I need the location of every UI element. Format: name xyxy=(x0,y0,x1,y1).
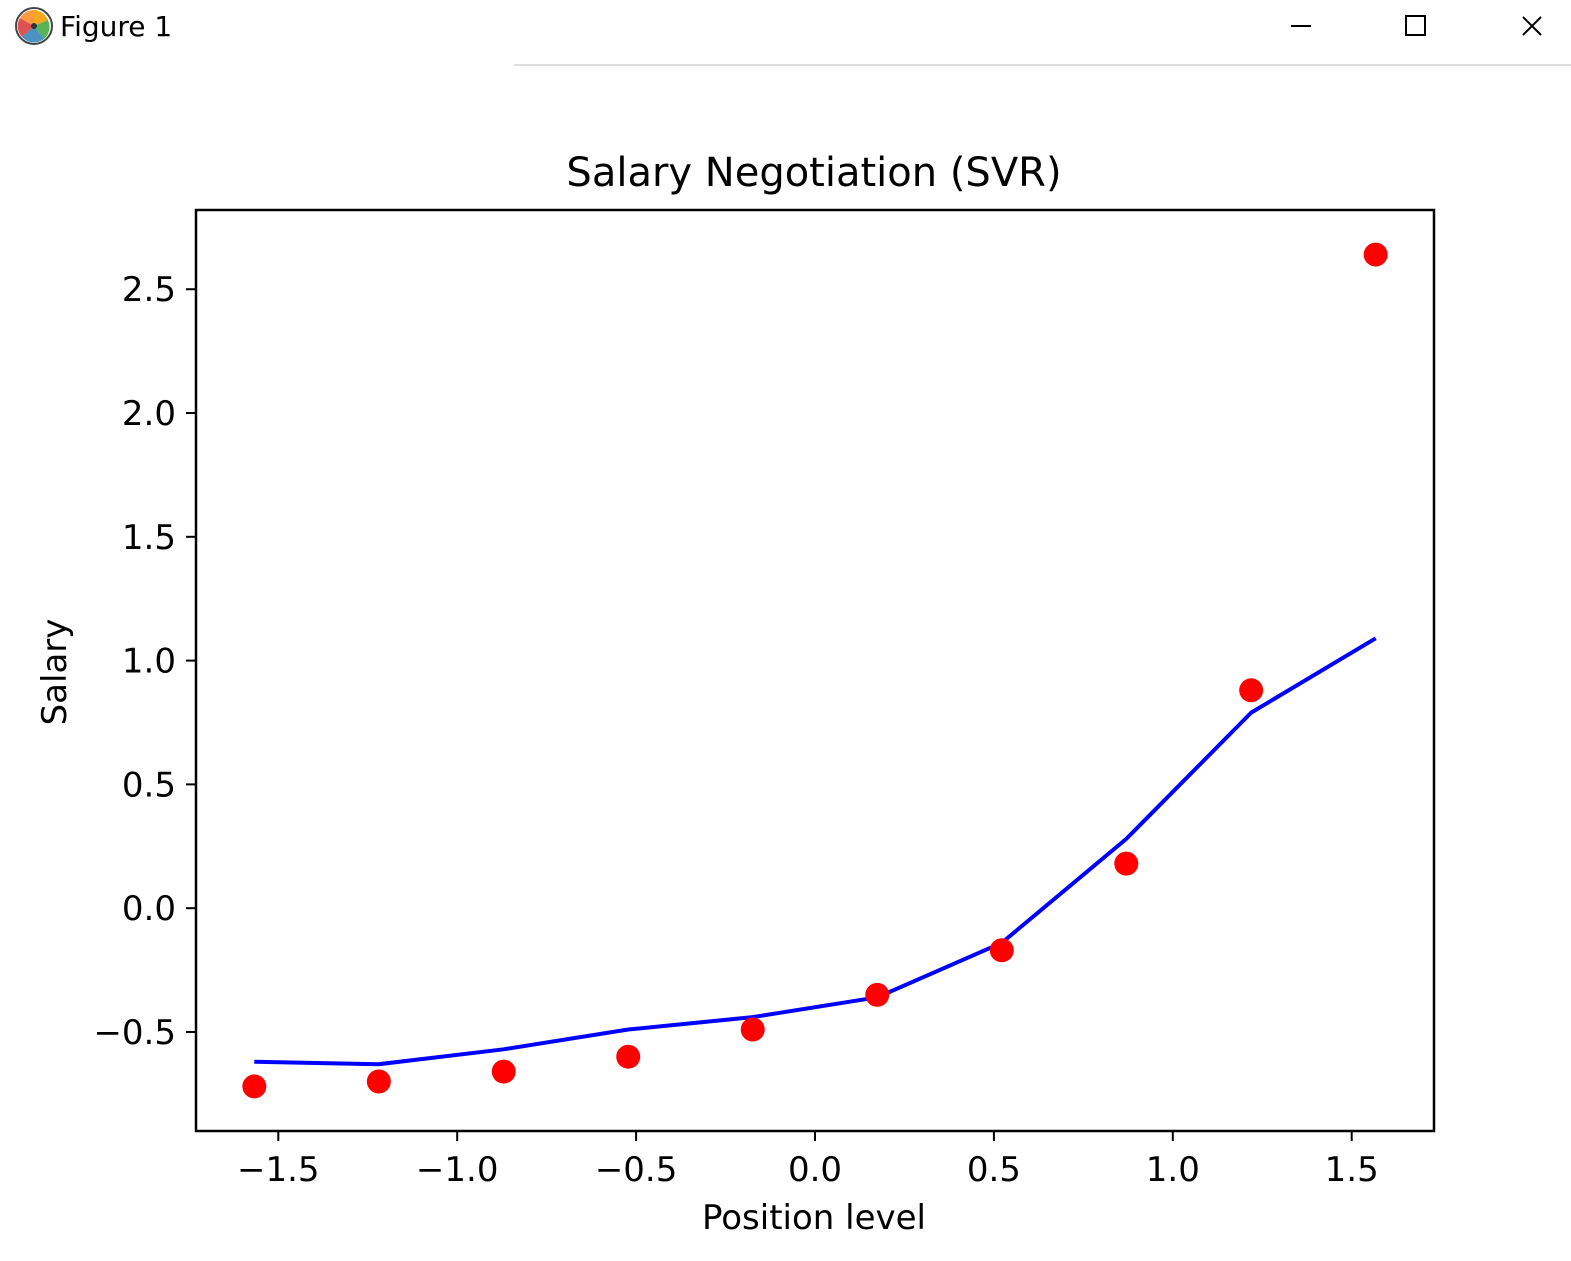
x-axis-label: Position level xyxy=(702,1198,926,1238)
y-tick-label: 1.5 xyxy=(122,518,176,558)
close-icon xyxy=(1522,16,1542,36)
y-tick-label: −0.5 xyxy=(93,1013,176,1053)
scatter-point xyxy=(242,1074,267,1099)
chart-svg: Salary Negotiation (SVR) −1.5 −1.0 −0.5 0.0… xyxy=(35,150,1436,1238)
chart-title: Salary Negotiation (SVR) xyxy=(566,150,1061,196)
scatter-point xyxy=(865,982,890,1007)
scatter-point xyxy=(366,1069,391,1094)
scatter-point xyxy=(989,938,1014,963)
scatter-point xyxy=(1363,242,1388,267)
figure-canvas: Salary Negotiation (SVR) −1.5 −1.0 −0.5 0.0… xyxy=(0,66,1571,1257)
series-layer xyxy=(242,242,1388,1099)
minimize-button[interactable] xyxy=(1245,0,1357,52)
x-axis-ticks: −1.5 −1.0 −0.5 0.0 0.5 1.0 1.5 xyxy=(237,1131,1379,1190)
y-tick-label: 1.0 xyxy=(122,642,176,682)
y-tick-label: 2.5 xyxy=(122,270,176,310)
y-tick-label: 0.0 xyxy=(122,889,176,929)
x-tick-label: −1.5 xyxy=(237,1150,320,1190)
maximize-button[interactable] xyxy=(1360,0,1472,52)
svr-fit-line xyxy=(254,636,1377,1067)
y-tick-label: 0.5 xyxy=(122,765,176,805)
x-tick-label: −1.0 xyxy=(416,1150,499,1190)
x-tick-label: −0.5 xyxy=(595,1150,678,1190)
maximize-icon xyxy=(1405,15,1426,36)
scatter-point xyxy=(616,1044,641,1069)
close-button[interactable] xyxy=(1476,0,1571,52)
y-axis-ticks: −0.5 0.0 0.5 1.0 1.5 2.0 2.5 xyxy=(93,270,196,1053)
toolbar-separator xyxy=(514,64,1571,66)
scatter-point xyxy=(1239,678,1264,703)
y-tick-label: 2.0 xyxy=(122,394,176,434)
scatter-point xyxy=(1114,851,1139,876)
scatter-point xyxy=(491,1059,516,1084)
matplotlib-logo-icon xyxy=(15,7,53,45)
x-tick-label: 1.5 xyxy=(1325,1150,1379,1190)
minimize-icon xyxy=(1291,25,1311,27)
x-tick-label: 0.5 xyxy=(967,1150,1021,1190)
y-axis-label: Salary xyxy=(35,619,75,726)
scatter-point xyxy=(740,1017,765,1042)
window-titlebar: Figure 1 xyxy=(0,0,1571,58)
x-tick-label: 1.0 xyxy=(1146,1150,1200,1190)
plot-area xyxy=(194,208,1436,1133)
window-title: Figure 1 xyxy=(60,10,173,43)
x-tick-label: 0.0 xyxy=(788,1150,842,1190)
